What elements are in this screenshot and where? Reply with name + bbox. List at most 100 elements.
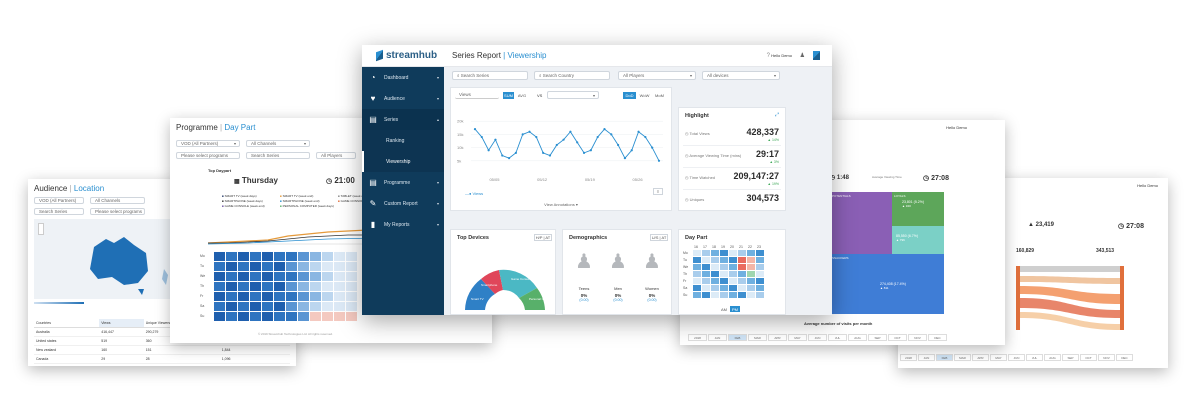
daypart-heat-cell[interactable] bbox=[286, 292, 297, 301]
heatmap-cell[interactable] bbox=[720, 264, 728, 270]
daypart-heat-cell[interactable] bbox=[226, 312, 237, 321]
chart-menu-button[interactable]: ≡ bbox=[653, 188, 663, 195]
daypart-heat-cell[interactable] bbox=[262, 292, 273, 301]
daypart-heat-cell[interactable] bbox=[238, 312, 249, 321]
views-point[interactable] bbox=[610, 133, 613, 136]
heatmap-cell[interactable] bbox=[693, 278, 701, 284]
sidebar-item-programme[interactable]: ▤ Programme ▾ bbox=[362, 172, 444, 193]
table-row[interactable]: New zealand 160 151 1,844 bbox=[34, 345, 290, 355]
daypart-heat-cell[interactable] bbox=[286, 252, 297, 261]
heatmap-cell[interactable] bbox=[756, 271, 764, 277]
heatmap-cell[interactable] bbox=[729, 278, 737, 284]
metric-select[interactable]: Views bbox=[455, 91, 499, 99]
daypart-legend-item[interactable]: ■ GAME CONSOLE (week end) bbox=[222, 204, 276, 208]
user-icon[interactable]: ♟ bbox=[799, 53, 805, 59]
heatmap-cell[interactable] bbox=[711, 250, 719, 256]
device-segment[interactable] bbox=[519, 288, 545, 310]
heatmap-cell[interactable] bbox=[711, 292, 719, 298]
daypart-heat-cell[interactable] bbox=[238, 282, 249, 291]
month-tab[interactable]: DEC bbox=[928, 334, 947, 341]
month-tab[interactable]: 2018 bbox=[688, 334, 707, 341]
month-tab[interactable]: APR bbox=[972, 354, 989, 361]
daypart-heat-cell[interactable] bbox=[322, 282, 333, 291]
daypart-heat-cell[interactable] bbox=[250, 312, 261, 321]
daypart-heat-cell[interactable] bbox=[226, 302, 237, 311]
heatmap-cell[interactable] bbox=[738, 285, 746, 291]
views-point[interactable] bbox=[528, 130, 531, 133]
sidebar-item-my-reports[interactable]: ▮ My Reports ▾ bbox=[362, 214, 444, 235]
treemap-loyals[interactable]: LOYALS 23,801 (5.2%) ▲ 320 bbox=[892, 192, 944, 226]
am-button[interactable]: AM bbox=[719, 306, 729, 312]
programme-players-select[interactable]: All Players bbox=[316, 152, 356, 159]
device-segment[interactable] bbox=[481, 270, 503, 294]
heatmap-cell[interactable] bbox=[747, 285, 755, 291]
wow-button[interactable]: WoW bbox=[638, 92, 651, 99]
views-point[interactable] bbox=[569, 130, 572, 133]
heatmap-cell[interactable] bbox=[720, 257, 728, 263]
heatmap-cell[interactable] bbox=[738, 278, 746, 284]
views-point[interactable] bbox=[507, 157, 511, 160]
daypart-legend-item[interactable]: ■ GAME CONSOLE (week days) bbox=[338, 199, 392, 203]
daypart-heat-cell[interactable] bbox=[298, 302, 309, 311]
daypart-heat-cell[interactable] bbox=[334, 252, 345, 261]
heatmap-cell[interactable] bbox=[711, 278, 719, 284]
daypart-heat-cell[interactable] bbox=[214, 272, 225, 281]
views-point[interactable] bbox=[617, 143, 620, 147]
daypart-heat-cell[interactable] bbox=[214, 252, 225, 261]
heatmap-cell[interactable] bbox=[756, 292, 764, 298]
daypart-heat-cell[interactable] bbox=[298, 282, 309, 291]
daypart-heat-cell[interactable] bbox=[274, 302, 285, 311]
heatmap-cell[interactable] bbox=[693, 264, 701, 270]
month-tab[interactable]: FEB bbox=[728, 334, 747, 341]
month-tab[interactable]: MAR bbox=[748, 334, 767, 341]
sidebar-item-custom-report[interactable]: ✎ Custom Report ▾ bbox=[362, 193, 444, 214]
views-point[interactable] bbox=[494, 138, 497, 141]
daypart-legend-item[interactable]: ■ SMARTPHONE (week end) bbox=[280, 199, 334, 203]
table-row[interactable]: Canada 29 28 1,096 bbox=[34, 354, 290, 364]
dod-button[interactable]: DoD bbox=[623, 92, 636, 99]
heatmap-cell[interactable] bbox=[702, 285, 710, 291]
treemap-snackers[interactable]: SNACKERS 274,408 (17.4%) ▲ 811 bbox=[830, 254, 944, 314]
daypart-heat-cell[interactable] bbox=[322, 312, 333, 321]
brand-logo[interactable]: streamhub bbox=[376, 49, 437, 62]
heatmap-cell[interactable] bbox=[756, 285, 764, 291]
daypart-heat-cell[interactable] bbox=[250, 262, 261, 271]
daypart-heat-cell[interactable] bbox=[310, 252, 321, 261]
month-tab[interactable]: APR bbox=[768, 334, 787, 341]
heatmap-cell[interactable] bbox=[693, 257, 701, 263]
heatmap-cell[interactable] bbox=[738, 292, 746, 298]
daypart-legend-item[interactable]: ■ SMART TV (week days) bbox=[222, 194, 276, 198]
daypart-heat-cell[interactable] bbox=[226, 292, 237, 301]
heatmap-cell[interactable] bbox=[729, 271, 737, 277]
month-tab[interactable]: JUL bbox=[1026, 354, 1043, 361]
daypart-heat-cell[interactable] bbox=[250, 282, 261, 291]
heatmap-cell[interactable] bbox=[702, 257, 710, 263]
sidebar-item-dashboard[interactable]: ◔ Dashboard ▾ bbox=[362, 67, 444, 88]
daypart-legend-item[interactable]: ■ SMARTPHONE (week days) bbox=[222, 199, 276, 203]
heatmap-cell[interactable] bbox=[729, 250, 737, 256]
compare-select[interactable]: ▾ bbox=[547, 91, 599, 99]
month-tab[interactable]: JAN bbox=[918, 354, 935, 361]
month-tab[interactable]: JUN bbox=[1008, 354, 1025, 361]
daypart-heat-cell[interactable] bbox=[346, 292, 357, 301]
expand-icon[interactable]: ⤢ bbox=[774, 112, 779, 118]
table-header-cell[interactable]: Views bbox=[99, 319, 144, 328]
daypart-heat-cell[interactable] bbox=[262, 262, 273, 271]
views-point[interactable] bbox=[589, 149, 592, 152]
heatmap-cell[interactable] bbox=[756, 257, 764, 263]
daypart-heat-cell[interactable] bbox=[274, 312, 285, 321]
month-tab[interactable]: SEP bbox=[868, 334, 887, 341]
views-point[interactable] bbox=[487, 149, 490, 152]
views-point[interactable] bbox=[623, 157, 627, 160]
heatmap-cell[interactable] bbox=[720, 250, 728, 256]
heatmap-cell[interactable] bbox=[747, 292, 755, 298]
sidebar-sub-ranking[interactable]: Ranking bbox=[362, 130, 444, 151]
daypart-heat-cell[interactable] bbox=[226, 272, 237, 281]
daypart-heat-cell[interactable] bbox=[226, 262, 237, 271]
country-search-input[interactable]: ⌕ Search Country bbox=[534, 71, 610, 80]
views-point[interactable] bbox=[582, 151, 586, 154]
device-segment[interactable] bbox=[465, 279, 495, 310]
heatmap-cell[interactable] bbox=[747, 264, 755, 270]
month-tab[interactable]: JUN bbox=[808, 334, 827, 341]
table-row[interactable]: Japan2823413 bbox=[34, 363, 290, 366]
